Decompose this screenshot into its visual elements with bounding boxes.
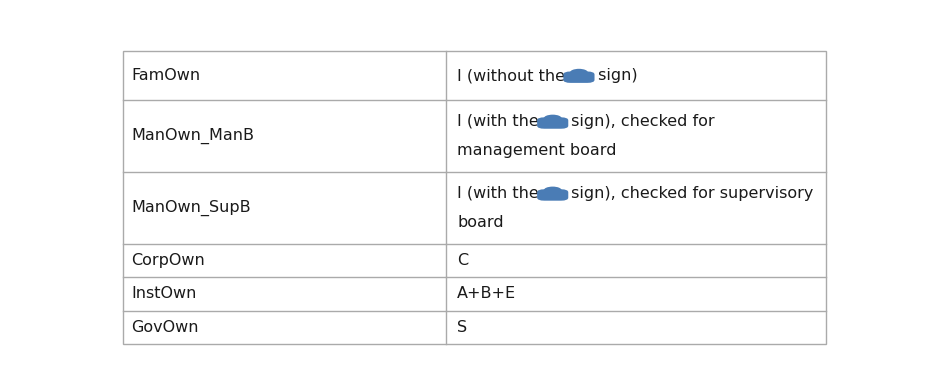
Text: A+B+E: A+B+E (457, 286, 517, 301)
FancyBboxPatch shape (537, 189, 569, 201)
Ellipse shape (543, 120, 562, 122)
FancyBboxPatch shape (563, 71, 594, 83)
Ellipse shape (569, 74, 589, 76)
Text: I (with the: I (with the (457, 186, 544, 201)
Circle shape (544, 115, 562, 122)
Circle shape (544, 186, 562, 194)
Circle shape (569, 69, 588, 76)
Text: sign): sign) (593, 68, 637, 83)
FancyBboxPatch shape (537, 117, 569, 129)
Text: management board: management board (457, 143, 617, 158)
Text: C: C (457, 253, 469, 268)
Text: ManOwn_ManB: ManOwn_ManB (131, 128, 255, 144)
Ellipse shape (543, 191, 562, 194)
Text: I (with the: I (with the (457, 114, 544, 129)
Text: FamOwn: FamOwn (131, 68, 201, 83)
Text: sign), checked for supervisory: sign), checked for supervisory (567, 186, 814, 201)
Text: sign), checked for: sign), checked for (567, 114, 715, 129)
Text: GovOwn: GovOwn (131, 320, 199, 335)
Text: S: S (457, 320, 468, 335)
Text: CorpOwn: CorpOwn (131, 253, 206, 268)
Text: ManOwn_SupB: ManOwn_SupB (131, 200, 251, 216)
Text: InstOwn: InstOwn (131, 286, 197, 301)
Text: I (without the: I (without the (457, 68, 570, 83)
Text: board: board (457, 215, 504, 230)
